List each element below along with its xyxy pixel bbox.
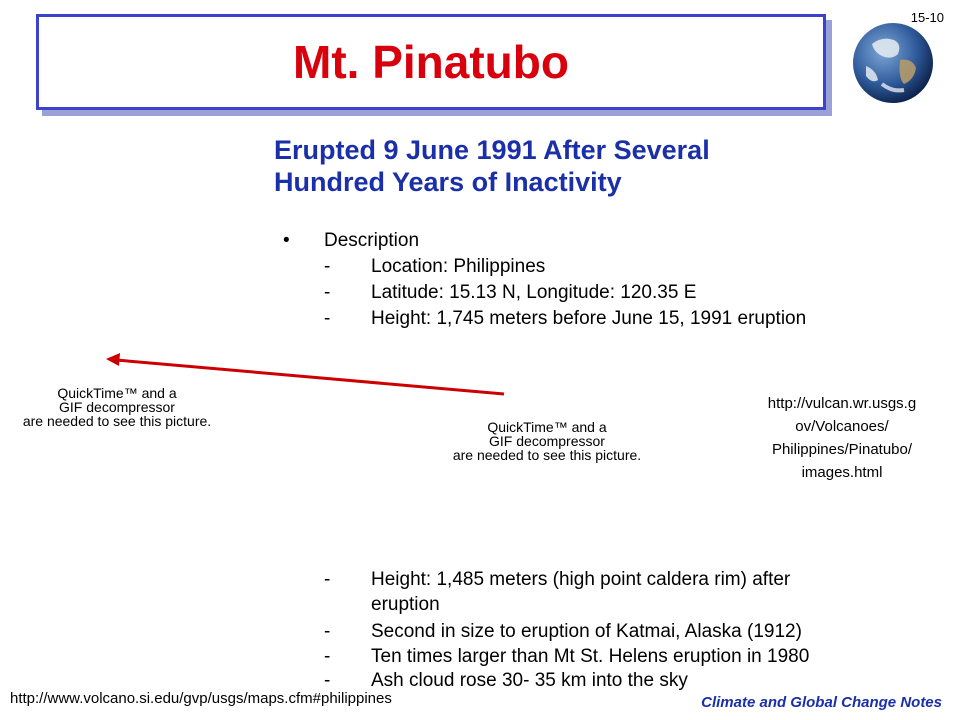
url-line: Philippines/Pinatubo/ — [771, 441, 913, 458]
list-item-text: Height: 1,485 meters (high point caldera… — [371, 569, 791, 590]
placeholder-line: QuickTime™ and a — [487, 419, 607, 435]
dash-marker: - — [324, 646, 331, 667]
list-item: - Ash cloud rose 30- 35 km into the sky — [324, 668, 944, 693]
list-item: - Location: Philippines — [324, 254, 944, 279]
red-arrow — [106, 353, 505, 396]
list-item-text: Ten times larger than Mt St. Helens erup… — [371, 646, 810, 667]
slide-number: 15-10 — [910, 10, 944, 25]
placeholder-line: QuickTime™ and a — [57, 385, 177, 401]
placeholder-line: GIF decompressor — [489, 433, 605, 449]
list-item-text: eruption — [371, 594, 440, 615]
list-item: - Height: 1,745 meters before June 15, 1… — [324, 306, 944, 331]
dash-marker: - — [324, 621, 331, 642]
title-box: Mt. Pinatubo — [36, 14, 826, 110]
dash-marker: - — [324, 282, 331, 303]
placeholder-line: are needed to see this picture. — [452, 447, 642, 463]
dash-marker: - — [324, 308, 331, 329]
list-item: - Second in size to eruption of Katmai, … — [324, 619, 944, 644]
list-item-continuation: eruption — [324, 592, 944, 617]
description-heading: Description — [324, 230, 420, 251]
source-link-smithsonian[interactable]: http://www.volcano.si.edu/gvp/usgs/maps.… — [10, 690, 392, 707]
subtitle-line-2: Hundred Years of Inactivity — [274, 167, 622, 197]
list-item-text: Height: 1,745 meters before June 15, 199… — [371, 308, 807, 329]
bullet-marker: • — [283, 230, 290, 251]
subtitle-line-1: Erupted 9 June 1991 After Several — [274, 135, 710, 165]
list-item-text: Second in size to eruption of Katmai, Al… — [371, 621, 802, 642]
url-line: ov/Volcanoes/ — [795, 418, 889, 435]
placeholder-line: GIF decompressor — [59, 399, 175, 415]
list-item: - Latitude: 15.13 N, Longitude: 120.35 E — [324, 280, 944, 305]
slide-subtitle: Erupted 9 June 1991 After Several Hundre… — [274, 134, 710, 198]
image-placeholder-right: QuickTime™ and a GIF decompressor are ne… — [444, 420, 650, 462]
list-item-text: Latitude: 15.13 N, Longitude: 120.35 E — [371, 282, 697, 303]
list-item-text: Location: Philippines — [371, 256, 546, 277]
slide-title: Mt. Pinatubo — [293, 36, 569, 88]
placeholder-line: are needed to see this picture. — [22, 413, 212, 429]
earth-globe-icon — [853, 23, 933, 103]
image-placeholder-left: QuickTime™ and a GIF decompressor are ne… — [14, 386, 220, 428]
url-line: images.html — [801, 464, 883, 481]
list-item-text: Ash cloud rose 30- 35 km into the sky — [371, 670, 688, 691]
source-link-usgs[interactable]: http://vulcan.wr.usgs.g ov/Volcanoes/ Ph… — [742, 392, 942, 484]
list-item: - Height: 1,485 meters (high point calde… — [324, 567, 944, 592]
dash-marker: - — [324, 670, 331, 691]
dash-marker: - — [324, 569, 331, 590]
footer-notes: Climate and Global Change Notes — [701, 694, 942, 711]
dash-marker: - — [324, 256, 331, 277]
list-item: - Ten times larger than Mt St. Helens er… — [324, 644, 944, 669]
url-line: http://vulcan.wr.usgs.g — [767, 395, 917, 412]
